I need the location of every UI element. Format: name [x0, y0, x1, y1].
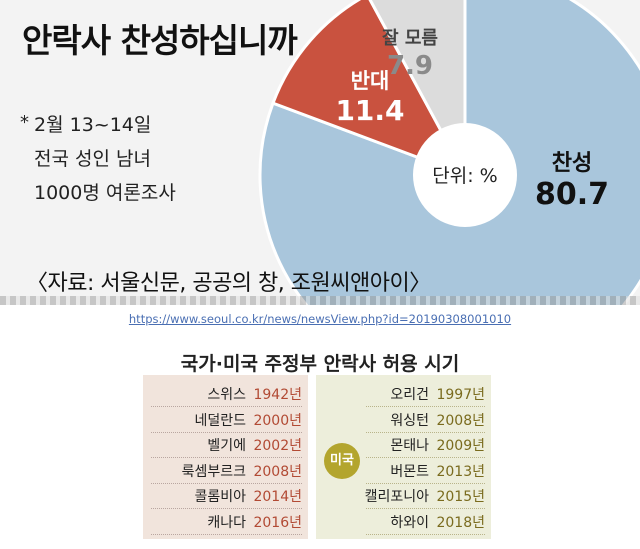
source-credit: 〈자료: 서울신문, 공공의 창, 조원씨앤아이〉	[26, 271, 431, 296]
label-approve-value: 80.7	[535, 177, 609, 212]
row-divider	[151, 431, 302, 433]
pie-unit-label: 단위: %	[432, 165, 497, 187]
article-link[interactable]: https://www.seoul.co.kr/news/newsView.ph…	[128, 312, 512, 326]
survey-note: * 2월 13~14일 전국 성인 남녀 1000명 여론조사	[20, 108, 176, 210]
label-approve-name: 찬성	[552, 151, 592, 176]
us-state-year: 2018년	[436, 514, 485, 531]
country-name: 콜롬비아	[194, 489, 246, 505]
country-year: 2002년	[253, 438, 302, 454]
us-state-name: 오리건	[390, 387, 429, 403]
label-oppose-value: 11.4	[335, 94, 404, 127]
us-badge: 미국	[324, 443, 360, 479]
us-state-year: 2008년	[436, 412, 485, 429]
country-name: 스위스	[207, 387, 246, 403]
us-state-year: 2009년	[436, 438, 485, 454]
row-divider	[151, 457, 302, 458]
country-year: 2000년	[253, 412, 302, 429]
us-state-row: 워싱턴 2008년	[316, 409, 491, 433]
country-year: 2014년	[253, 489, 302, 505]
row-divider	[366, 508, 485, 509]
country-row: 벨기에 2002년	[143, 434, 308, 458]
row-divider	[151, 533, 302, 535]
row-divider	[366, 431, 485, 433]
us-state-row: 캘리포니아 2015년	[316, 485, 491, 509]
country-name: 룩셈부르크	[181, 463, 246, 480]
country-year: 2016년	[253, 514, 302, 531]
us-state-year: 2013년	[436, 463, 485, 480]
country-year: 2008년	[253, 463, 302, 480]
row-divider	[366, 482, 485, 484]
country-row: 캐나다 2016년	[143, 511, 308, 535]
table-title: 국가·미국 주정부 안락사 허용 시기	[180, 353, 460, 375]
note-line-date: 2월 13~14일	[34, 114, 152, 136]
country-year: 1942년	[253, 387, 302, 403]
us-state-name: 하와이	[390, 514, 429, 531]
row-divider	[151, 406, 302, 407]
country-row: 네덜란드 2000년	[143, 409, 308, 433]
pie-center-hole	[413, 123, 517, 227]
us-state-row: 하와이 2018년	[316, 511, 491, 535]
us-state-name: 캘리포니아	[364, 489, 429, 505]
note-line-target: 전국 성인 남녀	[34, 148, 151, 170]
note-asterisk: *	[20, 112, 29, 133]
cropped-caption-strip	[0, 296, 640, 305]
country-row: 룩셈부르크 2008년	[143, 460, 308, 484]
country-name: 네덜란드	[194, 412, 246, 429]
country-row: 스위스 1942년	[143, 383, 308, 407]
chart-title: 안락사 찬성하십니까	[22, 21, 298, 60]
us-state-row: 오리건 1997년	[316, 383, 491, 407]
country-name: 벨기에	[207, 438, 246, 454]
country-row: 콜롬비아 2014년	[143, 485, 308, 509]
us-state-name: 버몬트	[390, 463, 429, 480]
us-state-name: 워싱턴	[390, 412, 429, 429]
note-line-sample: 1000명 여론조사	[34, 182, 176, 204]
poll-section: 단위: % 찬성 80.7 반대 11.4 잘 모름 7.9 안락사 찬성하십니까 * 2월…	[0, 0, 640, 305]
pie-slice-oppose	[271, 0, 469, 178]
us-state-name: 몬태나	[390, 438, 429, 454]
label-unknown-value: 7.9	[387, 51, 433, 81]
us-state-year: 2015년	[436, 489, 485, 505]
label-oppose-name: 반대	[351, 69, 390, 93]
pie-slice-approve	[258, 0, 640, 305]
us-state-row: 몬태나 2009년	[316, 434, 491, 458]
us-state-year: 1997년	[436, 387, 485, 403]
row-divider	[366, 533, 485, 535]
label-unknown-name: 잘 모름	[382, 28, 438, 49]
row-divider	[151, 482, 302, 484]
us-state-row: 버몬트 2013년	[316, 460, 491, 484]
pie-slice-unknown	[368, 0, 467, 176]
row-divider	[151, 508, 302, 509]
country-name: 캐나다	[207, 514, 246, 531]
row-divider	[366, 457, 485, 458]
row-divider	[366, 406, 485, 407]
